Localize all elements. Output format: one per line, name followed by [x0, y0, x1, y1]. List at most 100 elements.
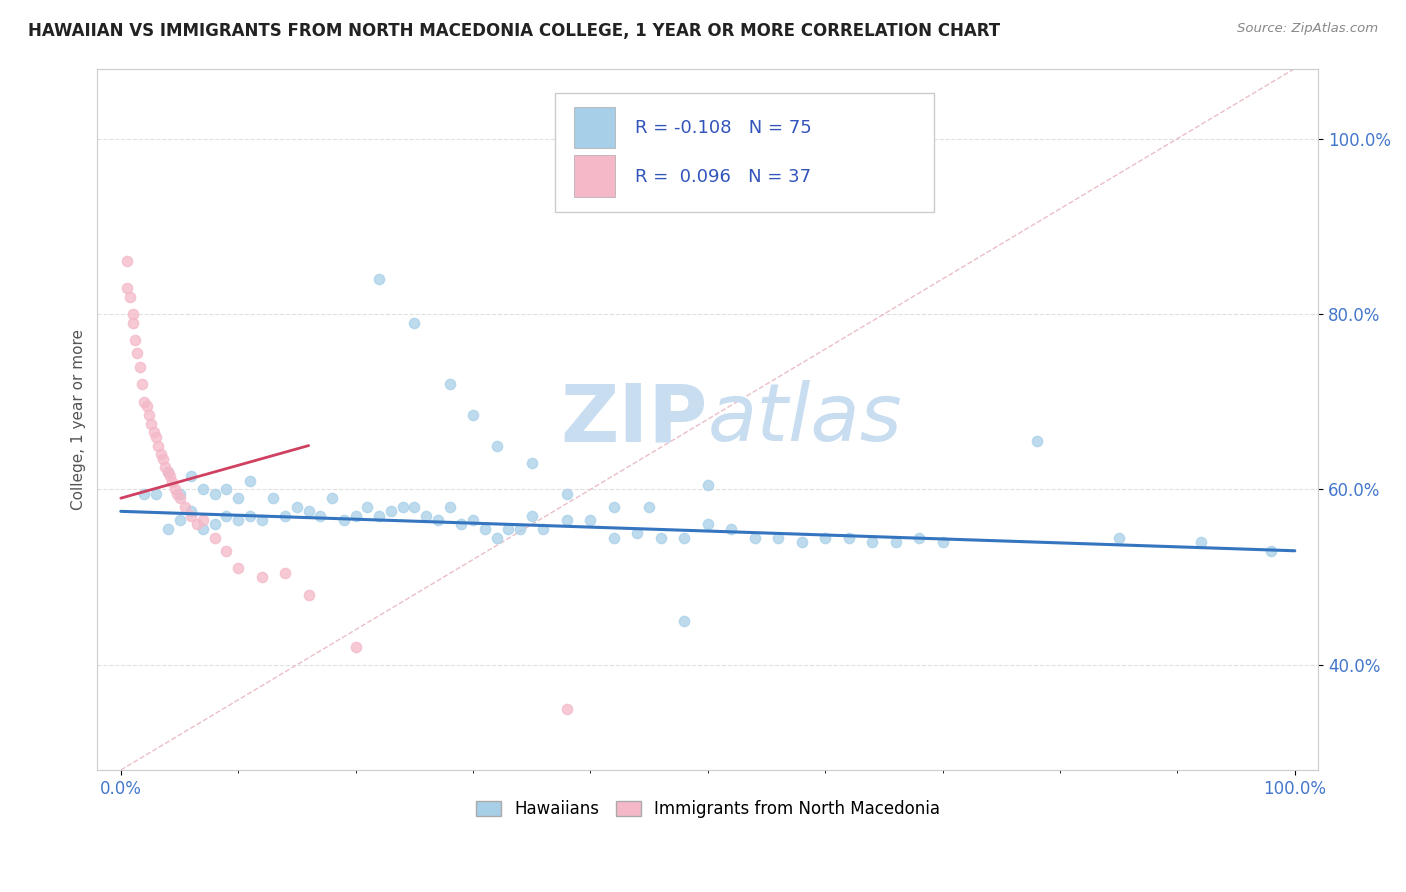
- Point: [720, 522, 742, 536]
- Text: ZIP: ZIP: [561, 380, 707, 458]
- Point: [1260, 543, 1282, 558]
- Point: [142, 425, 165, 440]
- Point: [135, 399, 157, 413]
- Point: [226, 513, 249, 527]
- Point: [163, 483, 186, 497]
- Point: [274, 508, 297, 523]
- Point: [250, 513, 273, 527]
- Point: [696, 517, 718, 532]
- Point: [226, 561, 249, 575]
- Point: [124, 334, 146, 348]
- Point: [145, 487, 167, 501]
- Point: [415, 508, 437, 523]
- FancyBboxPatch shape: [574, 155, 614, 197]
- Point: [121, 307, 143, 321]
- Point: [520, 508, 543, 523]
- Point: [931, 535, 953, 549]
- Point: [174, 500, 197, 514]
- Point: [191, 522, 214, 536]
- Point: [148, 439, 170, 453]
- Point: [509, 522, 531, 536]
- Text: atlas: atlas: [707, 380, 903, 458]
- Point: [186, 517, 208, 532]
- Point: [204, 487, 226, 501]
- Point: [474, 522, 496, 536]
- Point: [555, 701, 578, 715]
- Point: [215, 508, 238, 523]
- Point: [391, 500, 413, 514]
- Point: [159, 469, 181, 483]
- Point: [191, 513, 214, 527]
- Point: [204, 531, 226, 545]
- Point: [191, 483, 214, 497]
- Point: [404, 316, 426, 330]
- Point: [790, 535, 813, 549]
- Point: [696, 478, 718, 492]
- Point: [673, 531, 696, 545]
- Point: [485, 439, 508, 453]
- Point: [380, 504, 402, 518]
- Point: [115, 281, 138, 295]
- Point: [141, 417, 163, 431]
- Point: [215, 543, 238, 558]
- Text: Source: ZipAtlas.com: Source: ZipAtlas.com: [1237, 22, 1378, 36]
- FancyBboxPatch shape: [555, 93, 934, 212]
- Point: [131, 377, 153, 392]
- Point: [298, 504, 321, 518]
- Point: [239, 474, 262, 488]
- Point: [149, 447, 172, 461]
- Point: [115, 254, 138, 268]
- Point: [156, 465, 179, 479]
- Point: [250, 570, 273, 584]
- Point: [321, 491, 343, 505]
- Point: [650, 531, 672, 545]
- Point: [520, 456, 543, 470]
- Point: [309, 508, 332, 523]
- Text: HAWAIIAN VS IMMIGRANTS FROM NORTH MACEDONIA COLLEGE, 1 YEAR OR MORE CORRELATION : HAWAIIAN VS IMMIGRANTS FROM NORTH MACEDO…: [28, 22, 1000, 40]
- Point: [673, 614, 696, 628]
- Point: [156, 522, 179, 536]
- Point: [180, 508, 202, 523]
- Point: [274, 566, 297, 580]
- Point: [169, 491, 191, 505]
- Text: R = -0.108   N = 75: R = -0.108 N = 75: [634, 119, 811, 137]
- Point: [814, 531, 837, 545]
- Point: [127, 346, 149, 360]
- Point: [1025, 434, 1047, 449]
- Point: [226, 491, 249, 505]
- Point: [461, 408, 484, 422]
- Point: [344, 508, 367, 523]
- FancyBboxPatch shape: [574, 107, 614, 148]
- Point: [162, 475, 184, 490]
- Point: [485, 531, 508, 545]
- Point: [155, 460, 177, 475]
- Point: [239, 508, 262, 523]
- Point: [555, 513, 578, 527]
- Point: [626, 526, 648, 541]
- Point: [1189, 535, 1212, 549]
- Point: [169, 513, 191, 527]
- Legend: Hawaiians, Immigrants from North Macedonia: Hawaiians, Immigrants from North Macedon…: [470, 794, 946, 825]
- Point: [579, 513, 602, 527]
- Point: [285, 500, 308, 514]
- Point: [169, 487, 191, 501]
- Point: [439, 377, 461, 392]
- Point: [134, 394, 156, 409]
- Point: [884, 535, 907, 549]
- Point: [744, 531, 766, 545]
- Point: [603, 531, 626, 545]
- Point: [603, 500, 626, 514]
- Point: [426, 513, 449, 527]
- Point: [368, 272, 391, 286]
- Point: [344, 640, 367, 655]
- Point: [496, 522, 519, 536]
- Point: [152, 451, 174, 466]
- Y-axis label: College, 1 year or more: College, 1 year or more: [72, 329, 86, 509]
- Point: [768, 531, 790, 545]
- Point: [120, 289, 142, 303]
- Point: [204, 517, 226, 532]
- Point: [215, 483, 238, 497]
- Point: [333, 513, 356, 527]
- Point: [121, 316, 143, 330]
- Point: [138, 408, 160, 422]
